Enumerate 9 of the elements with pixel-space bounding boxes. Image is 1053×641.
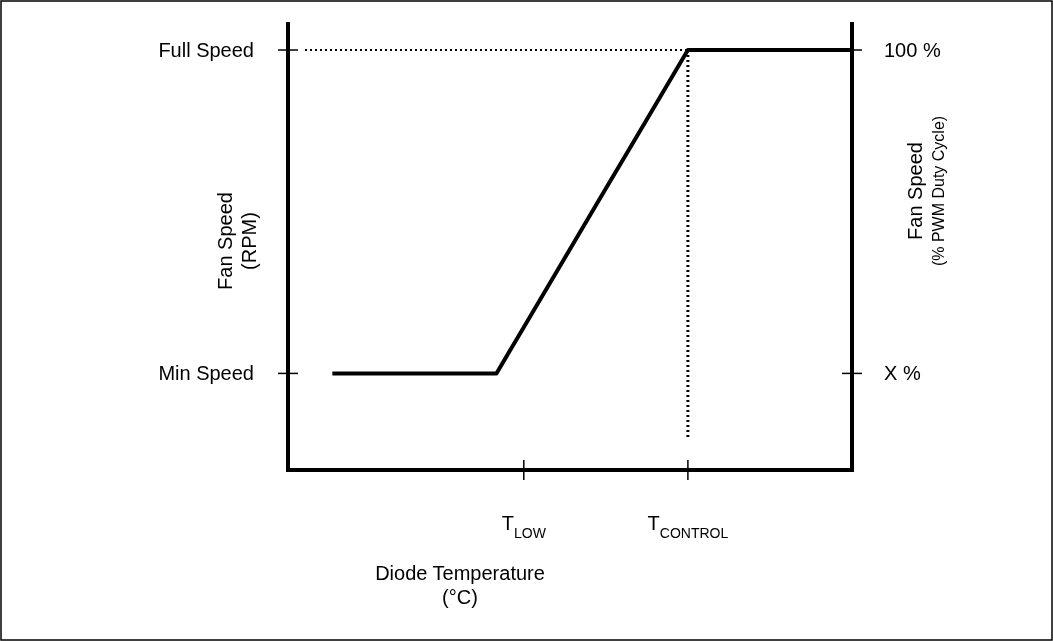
y2-axis-title: Fan Speed (% PWM Duty Cycle) (904, 115, 947, 267)
x-tick-label: T$_{CONTROL}$ (647, 512, 729, 541)
text: Min Speed (158, 362, 254, 385)
text: X % (884, 362, 921, 385)
text: 100 % (884, 39, 941, 61)
x-tick-label: T$_{LOW}$ (501, 512, 547, 541)
text: Full Speed (158, 39, 254, 61)
y-axis-title: Fan Speed (RPM) (214, 192, 260, 290)
x-axis-title: Diode Temperature (°C) (375, 562, 545, 608)
